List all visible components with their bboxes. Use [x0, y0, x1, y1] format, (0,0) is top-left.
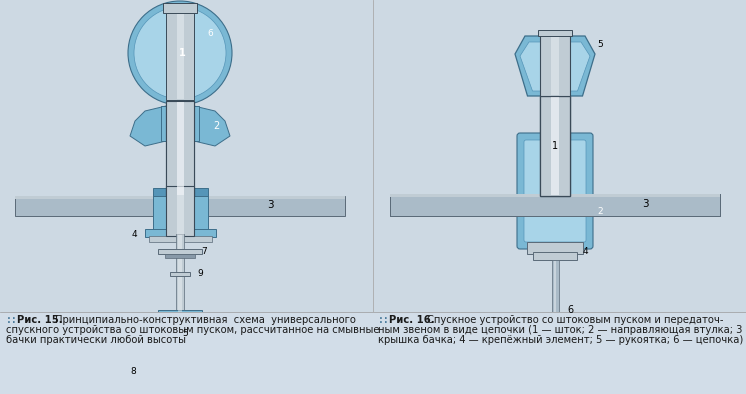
Text: 4: 4: [582, 247, 588, 255]
Text: ::: ::: [378, 315, 389, 325]
Polygon shape: [140, 314, 221, 368]
Bar: [551, 32, 559, 95]
Bar: [166, 101, 194, 196]
Text: крышка бачка; 4 — крепёжный элемент; 5 — рукоятка; 6 — цепочка): крышка бачка; 4 — крепёжный элемент; 5 —…: [378, 335, 743, 345]
FancyBboxPatch shape: [517, 133, 593, 249]
Bar: [161, 106, 199, 141]
Bar: [15, 196, 345, 199]
Text: 2: 2: [598, 206, 603, 216]
Text: 9: 9: [197, 269, 203, 279]
Bar: [540, 96, 570, 196]
Bar: [177, 7, 184, 99]
Bar: [551, 260, 559, 360]
Text: 6: 6: [567, 305, 573, 315]
Text: 1: 1: [552, 141, 558, 151]
Bar: [176, 314, 184, 394]
Bar: [390, 194, 720, 216]
Bar: [0, 312, 746, 394]
Text: 5: 5: [597, 39, 603, 48]
Bar: [551, 97, 559, 195]
Bar: [390, 194, 720, 197]
Bar: [554, 261, 557, 359]
Bar: [166, 6, 194, 100]
Bar: [182, 321, 194, 339]
Bar: [204, 339, 222, 361]
Bar: [176, 234, 184, 314]
Text: Принципиально-конструктивная  схема  универсального: Принципиально-конструктивная схема униве…: [55, 315, 356, 325]
Polygon shape: [515, 36, 595, 96]
Text: 3: 3: [642, 199, 648, 209]
Polygon shape: [130, 106, 166, 146]
Text: Рис. 16.: Рис. 16.: [389, 315, 435, 325]
Bar: [538, 30, 572, 36]
Bar: [177, 102, 184, 195]
Bar: [148, 236, 212, 242]
Ellipse shape: [128, 1, 232, 105]
Text: 4: 4: [132, 229, 137, 238]
Text: бачки практически любой высоты: бачки практически любой высоты: [6, 335, 186, 345]
Bar: [166, 101, 194, 196]
Bar: [178, 235, 181, 313]
Bar: [527, 242, 583, 254]
Text: 3: 3: [266, 200, 273, 210]
Bar: [177, 102, 184, 195]
Bar: [177, 187, 184, 235]
FancyBboxPatch shape: [524, 140, 586, 242]
Text: Спускное устройство со штоковым пуском и передаточ-: Спускное устройство со штоковым пуском и…: [427, 315, 724, 325]
Bar: [158, 249, 202, 254]
Text: 8: 8: [131, 366, 137, 375]
Bar: [540, 96, 570, 196]
Bar: [163, 3, 197, 13]
Text: ным звеном в виде цепочки (1 — шток; 2 — направляющая втулка; 3 —: ным звеном в виде цепочки (1 — шток; 2 —…: [378, 325, 746, 335]
Bar: [137, 339, 155, 361]
Text: Рис. 15.: Рис. 15.: [17, 315, 63, 325]
Polygon shape: [520, 42, 590, 91]
Bar: [551, 97, 559, 195]
Polygon shape: [551, 360, 559, 370]
Bar: [166, 186, 194, 236]
Bar: [533, 252, 577, 260]
Bar: [15, 196, 345, 216]
Text: 2: 2: [213, 121, 219, 131]
Text: 6: 6: [207, 28, 213, 37]
Bar: [169, 326, 177, 336]
Bar: [152, 188, 207, 196]
Bar: [540, 31, 570, 96]
Text: 1: 1: [178, 48, 185, 58]
Bar: [183, 326, 191, 336]
Text: ::: ::: [6, 315, 18, 325]
Bar: [165, 254, 195, 258]
Polygon shape: [194, 106, 230, 146]
Text: 5: 5: [182, 329, 188, 338]
Bar: [166, 321, 178, 339]
Bar: [178, 315, 181, 394]
Bar: [152, 194, 207, 234]
Bar: [170, 272, 190, 276]
Bar: [158, 310, 202, 322]
Ellipse shape: [134, 7, 226, 99]
Bar: [390, 194, 720, 216]
Bar: [390, 194, 720, 197]
Bar: [145, 229, 216, 237]
Text: спускного устройства со штоковым пуском, рассчитанное на смывные: спускного устройства со штоковым пуском,…: [6, 325, 380, 335]
Text: 7: 7: [201, 247, 207, 255]
